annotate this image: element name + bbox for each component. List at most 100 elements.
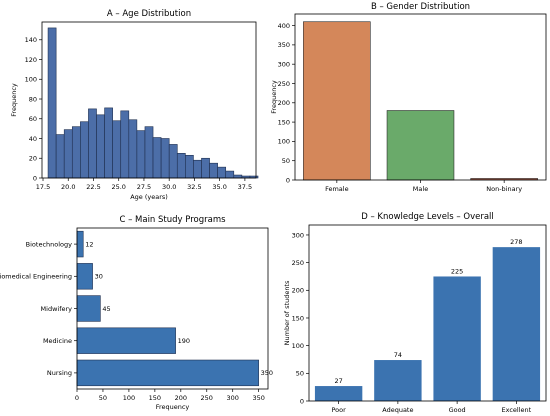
data-label: 278: [510, 238, 522, 246]
histogram-bar: [112, 120, 122, 179]
chart-b-axes-frame: [294, 13, 547, 181]
data-label: 225: [451, 267, 463, 275]
histogram-bar: [225, 170, 235, 179]
y-tick-label: 80: [29, 95, 37, 103]
x-tick-label: 30.0: [162, 183, 176, 191]
y-tick-label: 150: [278, 118, 290, 126]
histogram-bar: [152, 137, 162, 179]
chart-c-xlabel: Frequency: [156, 403, 190, 411]
x-tick-label: 35.0: [212, 183, 226, 191]
histogram-bar: [217, 166, 227, 179]
bar: [492, 247, 541, 401]
histogram-bar: [104, 107, 113, 179]
bar: [76, 359, 259, 387]
y-tick-label: 400: [278, 22, 290, 30]
y-tick-label: 250: [278, 80, 290, 88]
x-tick-label: Poor: [331, 406, 346, 414]
y-tick-label: 100: [292, 342, 304, 350]
y-tick-label: 250: [292, 259, 304, 267]
y-tick-label: 40: [29, 135, 37, 143]
x-tick-label: 0: [75, 394, 79, 402]
y-tick-label: 350: [278, 41, 290, 49]
x-tick-label: Male: [413, 185, 428, 193]
chart-c-axes-frame: [76, 227, 269, 390]
x-tick-label: 20.0: [61, 183, 75, 191]
chart-a-title: A – Age Distribution: [107, 9, 191, 19]
histogram-bar: [136, 130, 146, 179]
bar: [76, 327, 176, 354]
x-tick-label: 200: [175, 394, 187, 402]
histogram-bar: [201, 157, 210, 179]
x-tick-label: Adequate: [382, 406, 413, 414]
y-tick-label: 0: [286, 176, 290, 184]
histogram-bar: [185, 154, 194, 179]
data-label: 350: [261, 369, 273, 377]
x-tick-label: 250: [201, 394, 213, 402]
chart-b-ylabel: Frequency: [270, 80, 278, 114]
chart-a-xlabel: Age (years): [130, 193, 168, 201]
histogram-bar: [144, 126, 154, 179]
chart-b: Female Male Non-binary 0 50 100 150 200 250 300 35…: [270, 2, 547, 193]
chart-a-ylabel: Frequency: [10, 83, 18, 117]
y-tick-label: 20: [29, 155, 37, 163]
histogram-bar: [168, 144, 178, 179]
data-label: 27: [334, 377, 342, 385]
y-tick-label: 0: [300, 397, 304, 405]
x-tick-label: 300: [226, 394, 238, 402]
x-tick-label: 350: [252, 394, 264, 402]
y-tick-label: 0: [33, 174, 37, 182]
histogram-bar: [63, 129, 73, 179]
data-label: 12: [85, 240, 93, 248]
x-tick-label: 27.5: [137, 183, 151, 191]
bar: [314, 386, 363, 401]
histogram-bar: [71, 126, 81, 179]
bar: [76, 263, 93, 290]
y-tick-label: Nursing: [47, 369, 72, 377]
chart-d-title: D – Knowledge Levels – Overall: [361, 212, 494, 222]
data-label: 45: [102, 305, 110, 313]
bar: [76, 230, 84, 258]
histogram-bar: [120, 110, 130, 179]
y-tick-label: Biotechnology: [26, 240, 72, 248]
x-tick-label: 25.0: [111, 183, 125, 191]
bar: [433, 276, 481, 401]
chart-d: 27 Poor 74 Adequate 225 Good 278 Excellent 0 50 10…: [283, 212, 547, 414]
x-tick-label: 50: [99, 394, 107, 402]
histogram-bar: [209, 162, 218, 179]
x-tick-label: 150: [149, 394, 161, 402]
chart-c: 350 Nursing 190 Medicine 45 Midwifery 30 Biomed…: [0, 215, 273, 411]
y-tick-label: 300: [292, 231, 304, 239]
histogram-bar: [176, 153, 186, 179]
x-tick-label: Excellent: [502, 406, 532, 414]
x-tick-label: 37.5: [238, 183, 252, 191]
x-tick-label: Good: [449, 406, 466, 414]
data-label: 30: [95, 273, 103, 281]
y-tick-label: 100: [25, 76, 37, 84]
x-tick-label: Female: [325, 185, 349, 193]
bar: [374, 360, 422, 401]
chart-d-axes-frame: [308, 224, 547, 402]
chart-a-axes-frame: [41, 21, 257, 179]
y-tick-label: 200: [278, 99, 290, 107]
data-label: 190: [178, 337, 190, 345]
x-tick-label: Non-binary: [486, 185, 522, 193]
y-tick-label: 200: [292, 287, 304, 295]
x-tick-label: 17.5: [36, 183, 50, 191]
y-tick-label: 120: [25, 56, 37, 64]
y-tick-label: 150: [292, 314, 304, 322]
histogram-bar: [128, 119, 138, 179]
y-tick-label: 50: [282, 157, 290, 165]
bar: [76, 295, 101, 322]
histogram-bar: [160, 138, 170, 179]
histogram-bar: [80, 121, 89, 179]
histogram-bar: [88, 108, 97, 179]
y-tick-label: 60: [29, 115, 37, 123]
chart-a: 17.5 20.0 22.5 25.0 27.5 30.0 32.5 35.0 37.5 0 20 4…: [10, 9, 259, 201]
y-tick-label: 140: [25, 36, 37, 44]
y-tick-label: Midwifery: [41, 305, 73, 313]
y-tick-label: 300: [278, 60, 290, 68]
bar: [303, 21, 371, 181]
histogram-bar: [55, 134, 65, 179]
y-tick-label: Medicine: [43, 337, 72, 345]
